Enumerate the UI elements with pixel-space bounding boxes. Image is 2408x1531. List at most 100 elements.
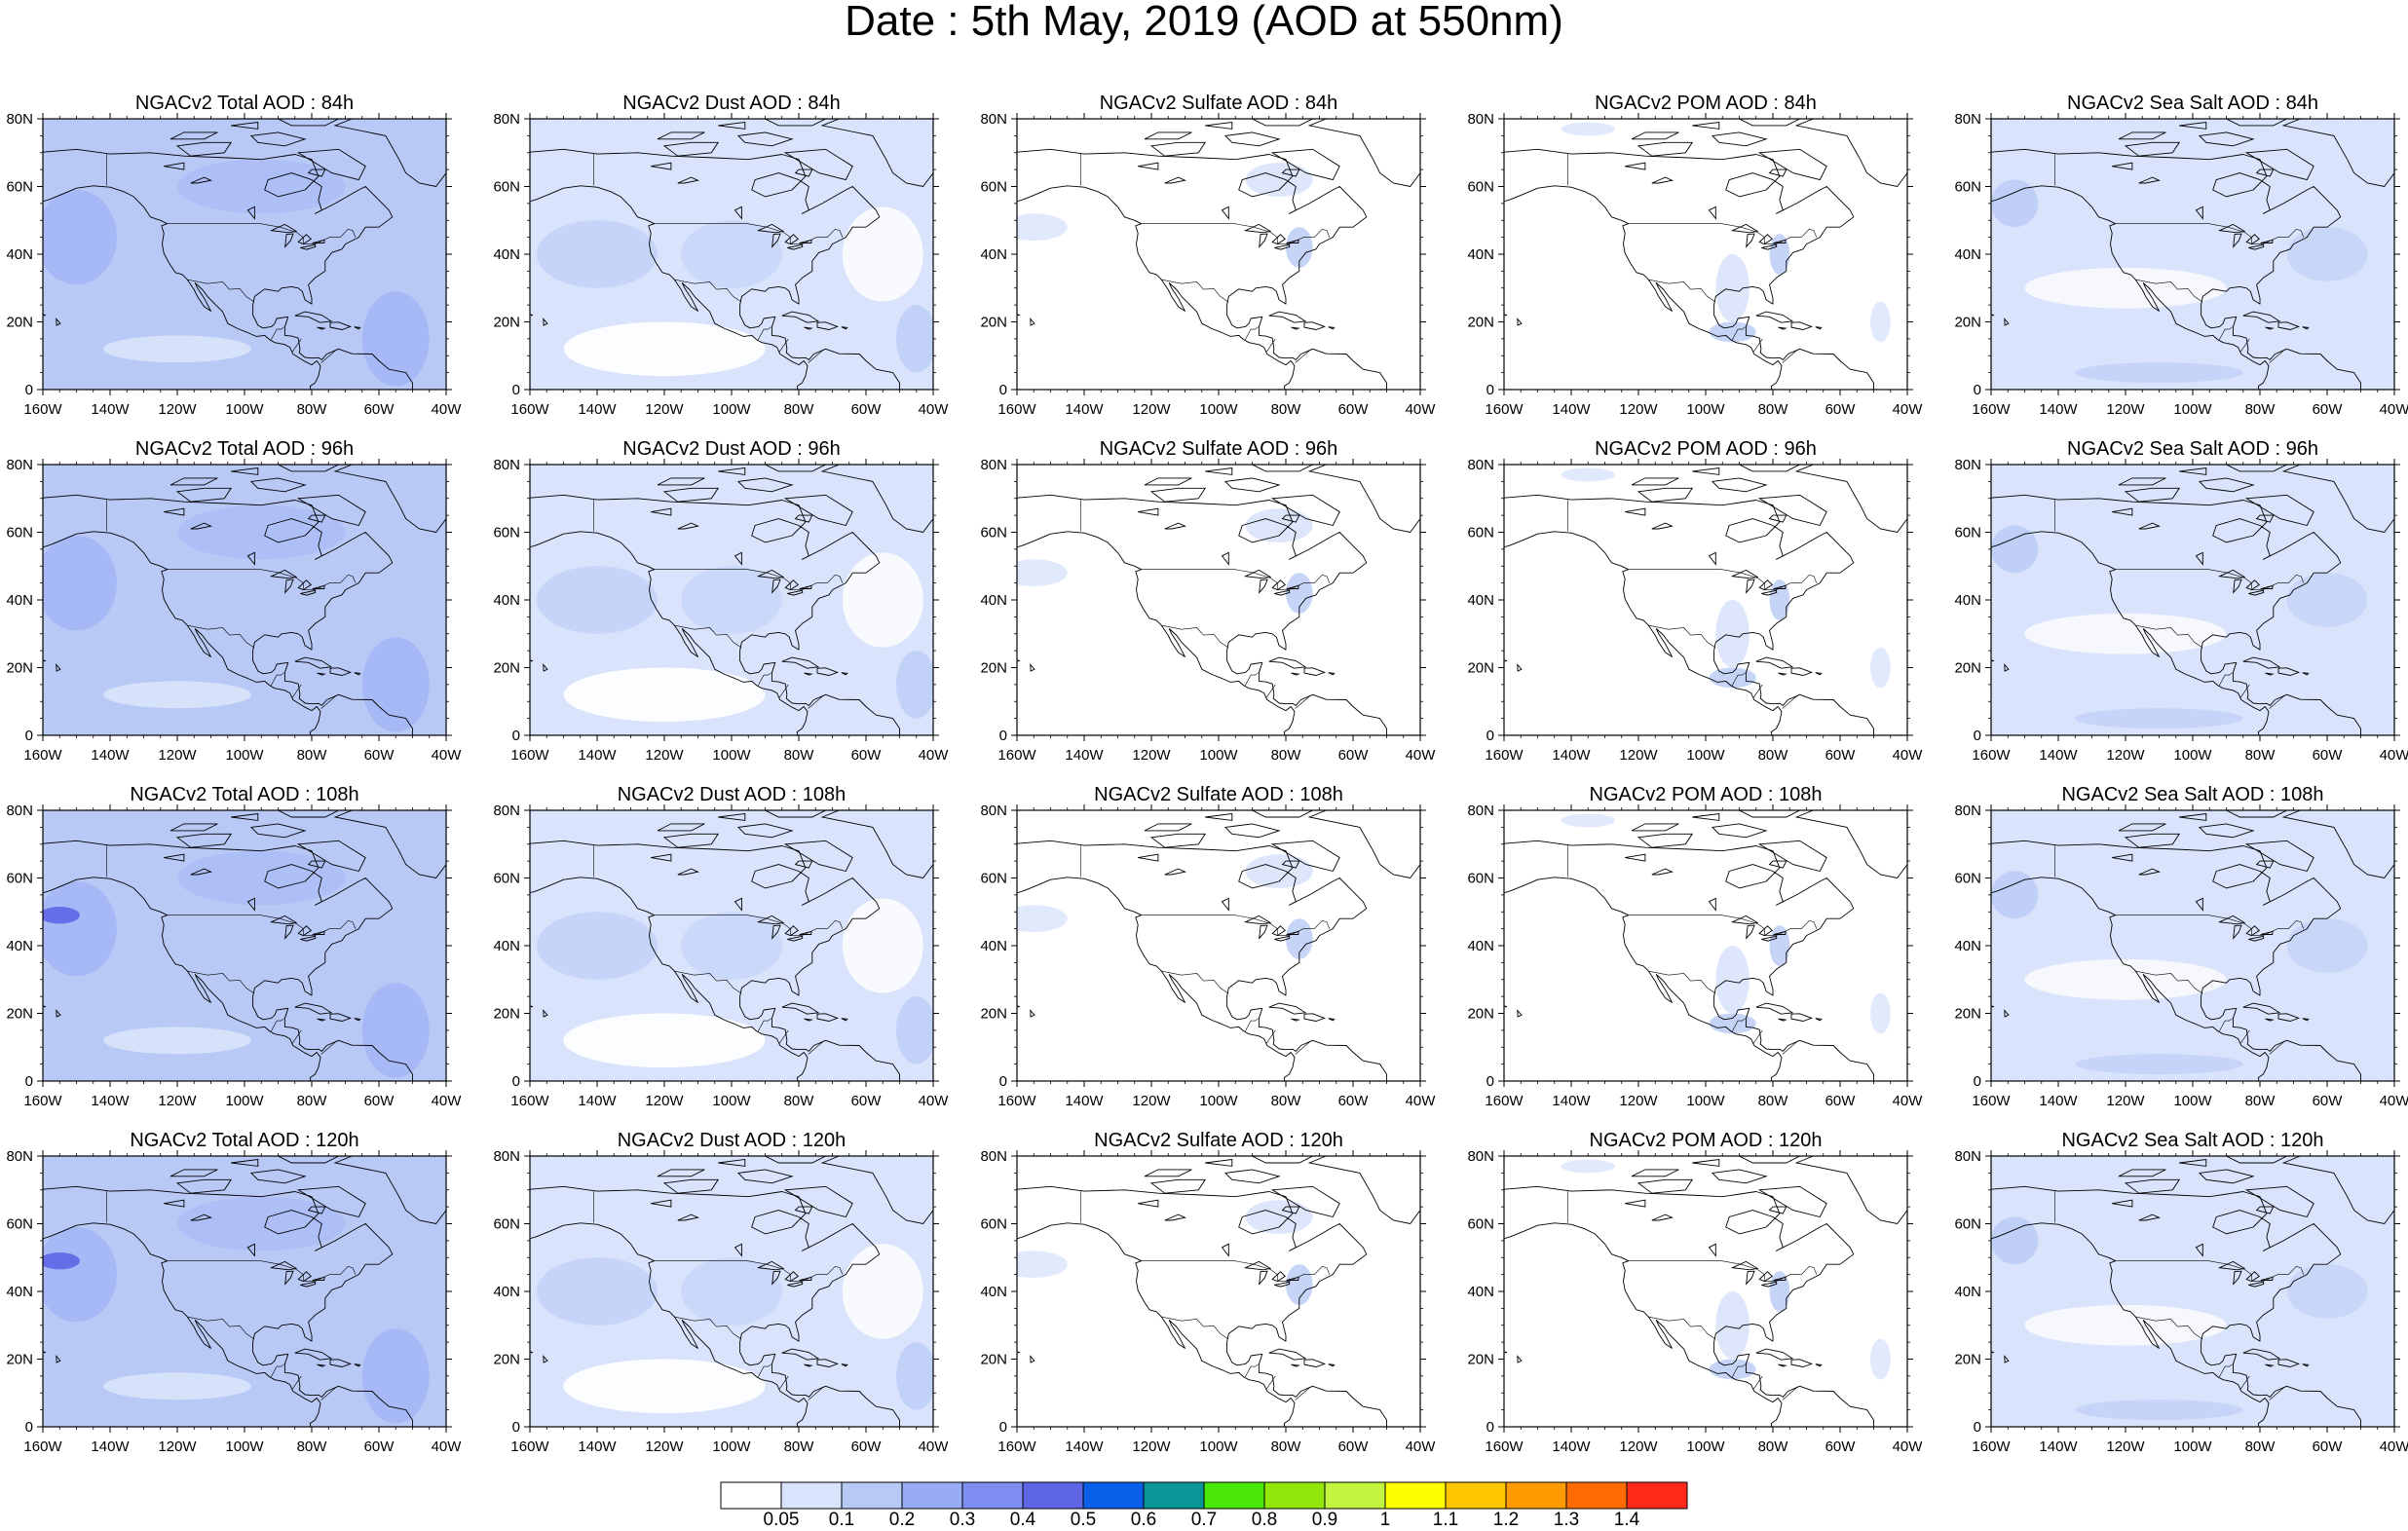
y-tick-label: 0 — [1974, 382, 1981, 398]
colorbar-swatch — [1445, 1481, 1507, 1510]
colorbar-label: 0.5 — [1071, 1510, 1096, 1530]
y-tick-label: 80N — [980, 111, 1007, 128]
panel-title: NGACv2 Sulfate AOD : 96h — [1100, 438, 1338, 460]
x-tick-label: 40W — [1406, 401, 1437, 418]
x-tick-label: 40W — [1406, 1438, 1437, 1455]
y-tick-label: 40N — [1954, 246, 1981, 263]
x-tick-label: 160W — [1485, 747, 1524, 764]
y-tick-label: 40N — [493, 1284, 520, 1300]
x-tick-label: 140W — [2039, 1438, 2078, 1455]
x-tick-label: 60W — [1338, 401, 1370, 418]
panel-title: NGACv2 POM AOD : 96h — [1595, 438, 1817, 460]
x-tick-label: 60W — [2313, 1093, 2344, 1109]
x-tick-label: 60W — [2313, 401, 2344, 418]
x-tick-label: 40W — [919, 1438, 950, 1455]
y-tick-label: 40N — [6, 246, 33, 263]
x-tick-label: 120W — [1132, 1438, 1171, 1455]
x-tick-label: 120W — [1619, 1438, 1658, 1455]
x-tick-label: 160W — [510, 1438, 549, 1455]
coastline — [1504, 1185, 1874, 1427]
panel-total-aod-108h: 160W 140W 120W 100W 80W 60W 40W 80N 60N 40N 20N 0 NG… — [6, 784, 462, 1109]
y-tick-label: 60N — [6, 871, 33, 887]
y-tick-label: 80N — [6, 111, 33, 128]
x-tick-label: 80W — [784, 1093, 815, 1109]
figure-title: Date : 5th May, 2019 (AOD at 550nm) — [845, 0, 1563, 45]
panel-pom-aod-108h: 160W 140W 120W 100W 80W 60W 40W 80N 60N 40N 20N 0 NG… — [1467, 784, 1923, 1109]
x-tick-label: 100W — [712, 1093, 751, 1109]
x-tick-label: 160W — [997, 401, 1036, 418]
panel-title: NGACv2 Dust AOD : 108h — [618, 784, 847, 805]
coastline — [1991, 1185, 2361, 1427]
x-tick-label: 160W — [23, 747, 62, 764]
y-tick-label: 20N — [1954, 1006, 1981, 1023]
x-tick-label: 40W — [1406, 747, 1437, 764]
x-tick-label: 160W — [1972, 1438, 2011, 1455]
panel-title: NGACv2 Total AOD : 84h — [135, 93, 354, 114]
y-tick-label: 0 — [25, 382, 33, 398]
y-tick-label: 0 — [999, 382, 1007, 398]
y-tick-label: 60N — [1467, 525, 1494, 541]
x-tick-label: 80W — [1758, 1438, 1789, 1455]
panel-title: NGACv2 Dust AOD : 84h — [622, 93, 840, 114]
x-tick-label: 140W — [2039, 747, 2078, 764]
x-tick-label: 160W — [23, 401, 62, 418]
y-tick-label: 0 — [512, 728, 520, 744]
x-tick-label: 120W — [645, 1093, 684, 1109]
x-tick-label: 80W — [2245, 1438, 2276, 1455]
x-tick-label: 40W — [1406, 1093, 1437, 1109]
x-tick-label: 160W — [23, 1093, 62, 1109]
coastline — [43, 494, 413, 735]
coastline — [530, 1185, 900, 1427]
x-tick-label: 100W — [1686, 1438, 1725, 1455]
x-tick-label: 120W — [1132, 747, 1171, 764]
x-tick-label: 80W — [1271, 1438, 1302, 1455]
x-tick-label: 120W — [645, 401, 684, 418]
y-tick-label: 80N — [493, 457, 520, 473]
y-tick-label: 80N — [980, 803, 1007, 819]
y-tick-label: 0 — [1974, 1073, 1981, 1090]
y-tick-label: 80N — [980, 1148, 1007, 1165]
panel-title: NGACv2 POM AOD : 108h — [1590, 784, 1823, 805]
y-tick-label: 80N — [1467, 457, 1494, 473]
colorbar-swatch — [1143, 1481, 1205, 1510]
x-tick-label: 160W — [1485, 1093, 1524, 1109]
x-tick-label: 60W — [364, 747, 395, 764]
y-tick-label: 60N — [980, 179, 1007, 196]
panel-sulfate-aod-84h: 160W 140W 120W 100W 80W 60W 40W 80N 60N 40N 20N 0 NG… — [980, 93, 1436, 418]
x-tick-label: 160W — [1485, 1438, 1524, 1455]
y-tick-label: 20N — [1954, 660, 1981, 677]
x-tick-label: 80W — [297, 1438, 328, 1455]
y-tick-label: 60N — [1467, 871, 1494, 887]
aod-field — [1017, 465, 1420, 735]
y-tick-label: 0 — [512, 382, 520, 398]
y-tick-label: 40N — [980, 938, 1007, 954]
x-tick-label: 140W — [1065, 1438, 1104, 1455]
y-tick-label: 20N — [980, 660, 1007, 677]
y-tick-label: 0 — [25, 1073, 33, 1090]
y-tick-label: 20N — [6, 1006, 33, 1023]
x-tick-label: 120W — [2106, 401, 2145, 418]
colorbar-label: 0.8 — [1252, 1510, 1277, 1530]
x-tick-label: 60W — [851, 401, 883, 418]
x-tick-label: 160W — [23, 1438, 62, 1455]
x-tick-label: 40W — [1893, 401, 1924, 418]
y-tick-label: 40N — [980, 246, 1007, 263]
x-tick-label: 120W — [2106, 1438, 2145, 1455]
colorbar-label: 1.4 — [1614, 1510, 1640, 1530]
colorbar-label: 0.4 — [1010, 1510, 1036, 1530]
y-tick-label: 0 — [25, 1419, 33, 1436]
y-tick-label: 40N — [493, 246, 520, 263]
y-tick-label: 0 — [999, 1419, 1007, 1436]
panel-pom-aod-84h: 160W 140W 120W 100W 80W 60W 40W 80N 60N 40N 20N 0 NG… — [1467, 93, 1923, 418]
x-tick-label: 80W — [2245, 747, 2276, 764]
x-tick-label: 80W — [784, 401, 815, 418]
y-tick-label: 80N — [1954, 1148, 1981, 1165]
panel-pom-aod-96h: 160W 140W 120W 100W 80W 60W 40W 80N 60N 40N 20N 0 NG… — [1467, 438, 1923, 764]
y-tick-label: 40N — [1467, 938, 1494, 954]
x-tick-label: 140W — [578, 401, 617, 418]
x-tick-label: 60W — [1338, 1093, 1370, 1109]
y-tick-label: 0 — [1486, 728, 1494, 744]
coastline — [1017, 1185, 1387, 1427]
y-tick-label: 0 — [512, 1419, 520, 1436]
